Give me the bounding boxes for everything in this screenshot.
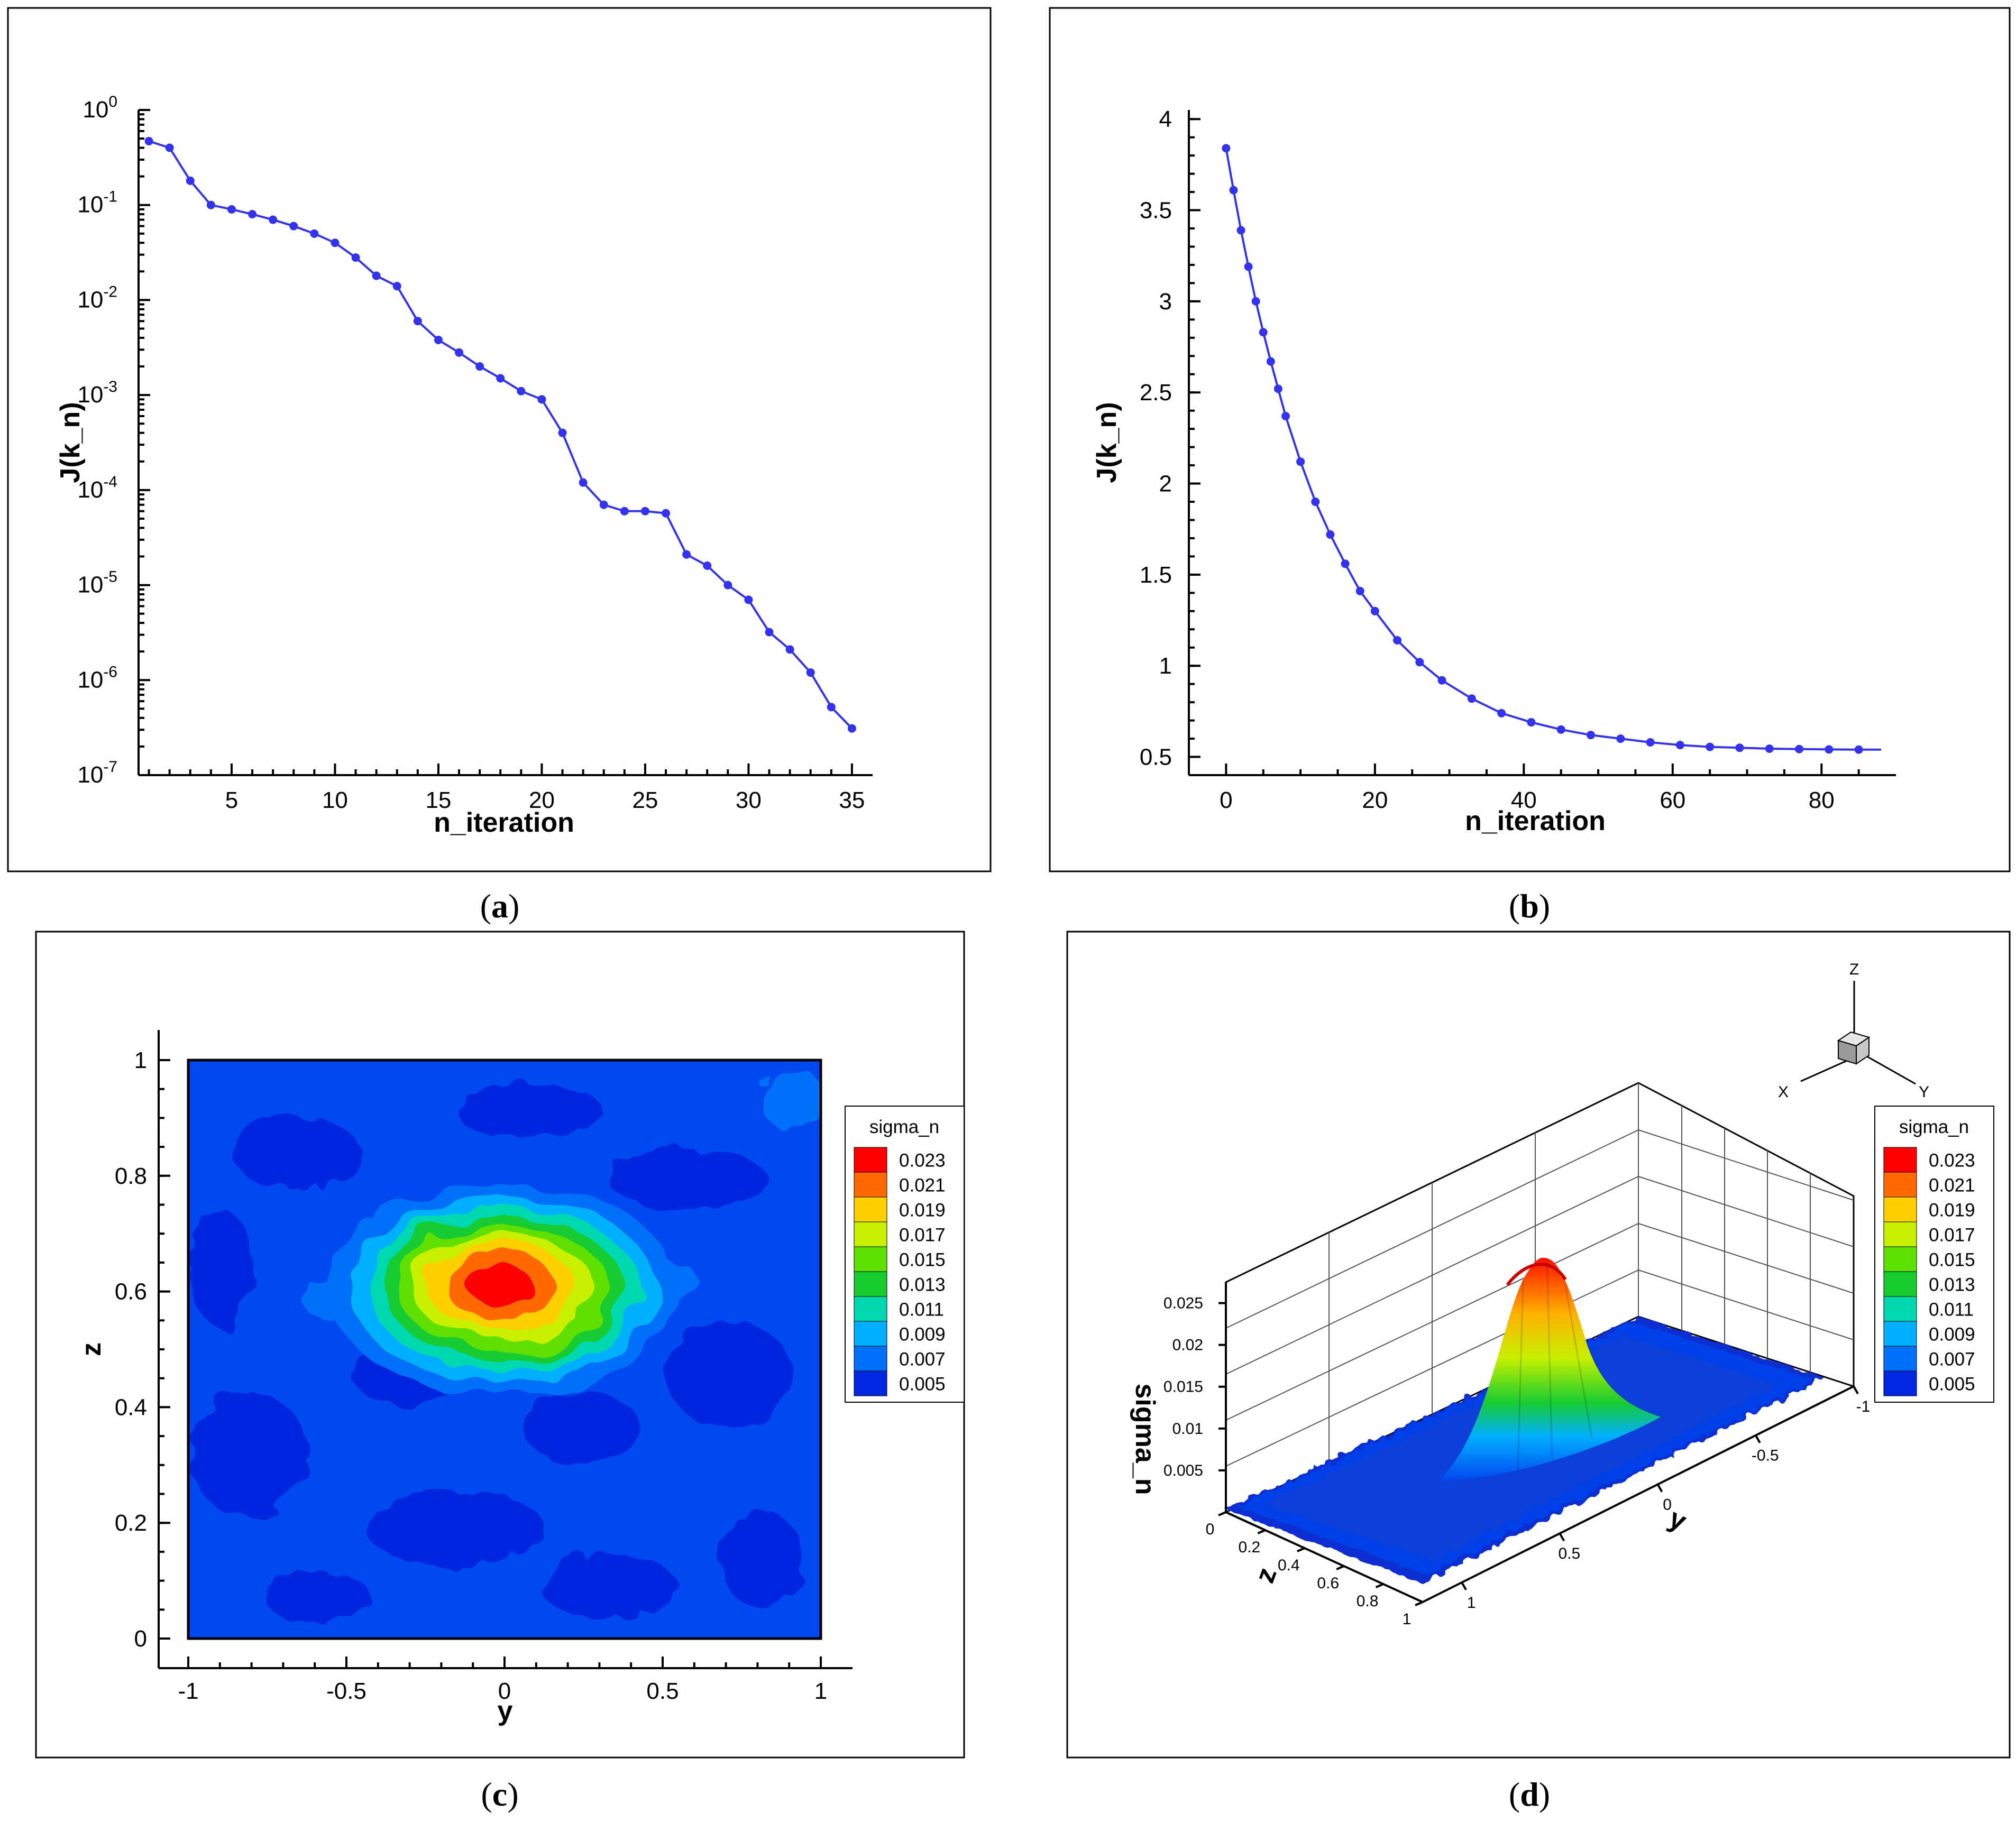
data-point — [806, 668, 815, 677]
data-point — [269, 215, 278, 224]
data-point — [765, 628, 774, 637]
y-tick-label: 10-2 — [77, 283, 117, 312]
data-point — [744, 595, 753, 604]
data-point — [186, 176, 195, 185]
x-tick-label: 35 — [839, 787, 865, 813]
data-point — [496, 374, 505, 383]
panel-a-y-label: J(k_n) — [55, 402, 86, 483]
y-tick-label: 100 — [83, 93, 117, 123]
data-point — [413, 317, 422, 326]
data-point — [227, 205, 236, 214]
panel-a-x-label: n_iteration — [434, 807, 574, 838]
y-tick-label: 10-5 — [77, 568, 117, 598]
data-point — [206, 200, 215, 209]
y-tick-label: 10-3 — [77, 378, 117, 408]
data-point — [703, 561, 712, 570]
y-tick-label: 10-1 — [77, 188, 117, 218]
data-point — [351, 253, 360, 262]
data-point — [248, 210, 257, 219]
data-point — [165, 143, 174, 152]
data-point — [331, 238, 340, 247]
data-point — [640, 507, 649, 516]
data-point — [599, 500, 608, 509]
data-point — [662, 509, 671, 518]
x-tick-label: 5 — [225, 787, 238, 813]
data-point — [723, 581, 732, 590]
series-line — [148, 140, 853, 730]
data-point — [310, 229, 319, 238]
data-point — [558, 428, 567, 437]
data-point — [475, 362, 484, 371]
data-point — [289, 222, 298, 231]
data-point — [144, 136, 153, 145]
data-point — [620, 507, 629, 516]
y-tick-label: 10-6 — [77, 663, 117, 693]
data-point — [537, 395, 546, 404]
panel-a-series — [144, 136, 856, 733]
x-tick-label: 20 — [529, 787, 555, 813]
data-point — [682, 550, 691, 559]
caption-a: (a) — [480, 887, 520, 925]
data-point — [455, 348, 464, 357]
x-tick-label: 30 — [736, 787, 762, 813]
panel-a-x-ticks: 5 10 15 20 25 30 35 — [148, 763, 865, 813]
data-point — [827, 703, 836, 712]
x-tick-label: 25 — [632, 787, 658, 813]
y-tick-label: 10-4 — [77, 473, 117, 503]
data-point — [517, 387, 526, 395]
y-tick-label: 10-7 — [77, 758, 117, 788]
panel-a-axes — [138, 110, 873, 776]
x-tick-label: 10 — [322, 787, 348, 813]
data-point — [392, 282, 401, 291]
data-point — [579, 478, 588, 487]
panel-a-frame — [7, 7, 992, 872]
data-point — [785, 645, 794, 654]
data-point — [847, 724, 856, 733]
data-point — [372, 271, 381, 280]
panel-a-y-ticks: 100 10-1 10-2 10-3 10-4 10-5 10-6 10-7 — [77, 93, 150, 788]
data-point — [434, 335, 443, 344]
x-tick-label: 15 — [425, 787, 451, 813]
